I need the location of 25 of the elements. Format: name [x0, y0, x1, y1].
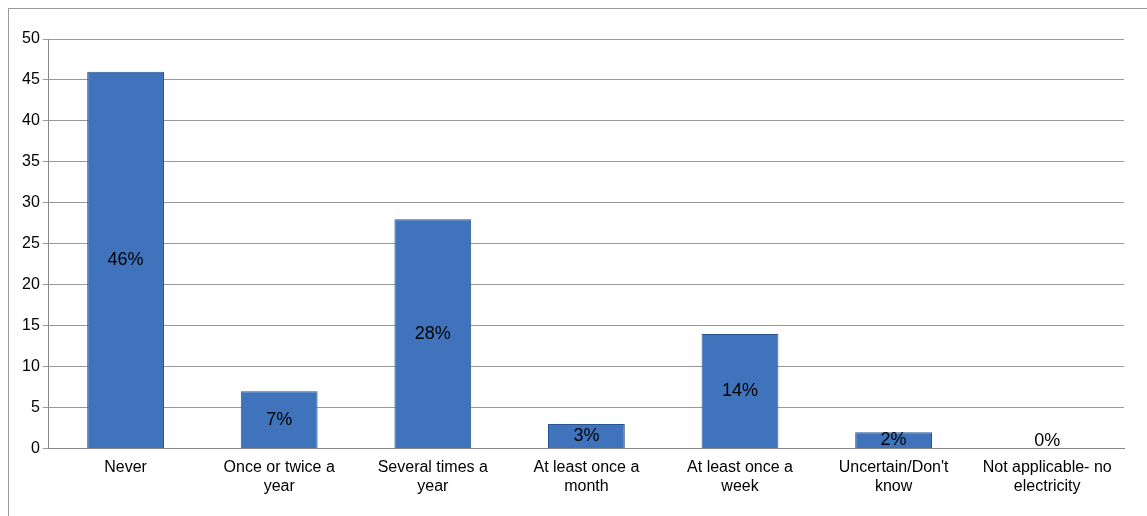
x-tick-label: Never	[104, 457, 148, 475]
x-tick-label: At least once a week	[687, 457, 794, 494]
y-tick-label: 10	[22, 357, 40, 375]
x-tick-label: Not applicable- no electricity	[982, 457, 1112, 494]
x-tick-label: At least once a month	[533, 457, 640, 494]
data-label: 0%	[1034, 429, 1061, 450]
data-label: 46%	[107, 249, 144, 270]
y-tick-label: 5	[30, 398, 40, 416]
x-tick-label: Uncertain/Don't know	[838, 457, 950, 494]
x-tick-label: Once or twice a year	[223, 457, 335, 494]
y-tick-label: 15	[22, 316, 40, 334]
data-label: 7%	[266, 408, 293, 429]
y-tick-label: 45	[22, 70, 40, 88]
x-tick-label: Several times a year	[377, 457, 489, 494]
y-tick-label: 0	[30, 439, 40, 457]
data-label: 28%	[414, 322, 451, 343]
y-tick-label: 40	[22, 111, 40, 129]
y-tick-label: 35	[22, 152, 40, 170]
y-tick-label: 50	[22, 29, 40, 47]
y-tick-label: 25	[22, 234, 40, 252]
data-label: 2%	[880, 429, 907, 450]
y-tick-label: 30	[22, 193, 40, 211]
data-label: 3%	[573, 425, 600, 446]
data-label: 14%	[721, 380, 759, 401]
y-tick-label: 20	[22, 275, 40, 293]
